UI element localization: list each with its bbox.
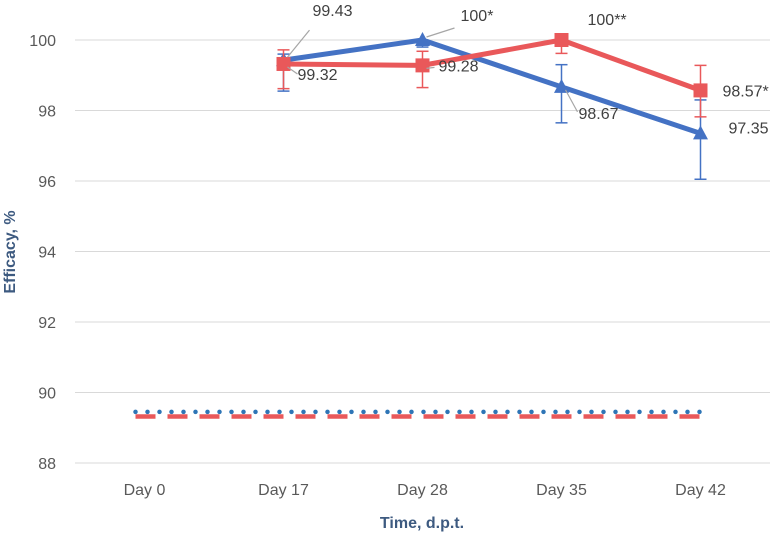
y-tick-label: 98 [38,104,56,121]
series-line-1 [283,37,702,93]
error-bar [555,63,568,124]
reference-lines [133,409,712,419]
data-labels: 99.43 100* 98.67 97.35 99.32 99.28 100** 98.57* [298,3,769,137]
label-leader-line [287,29,310,58]
label-leader-line [426,66,435,69]
data-label: 98.67 [579,106,619,123]
data-label: 100* [461,8,494,25]
y-axis-ticks: 88 90 92 94 96 98 100 [29,33,56,473]
x-tick-label: Day 28 [397,482,448,499]
x-tick-label: Day 42 [675,482,726,499]
data-label: 99.43 [313,3,353,20]
y-tick-label: 92 [38,315,56,332]
data-label: 100** [588,12,627,29]
data-label: 98.57* [723,83,769,100]
data-point-triangle [415,32,430,46]
data-point-triangle [693,125,708,140]
y-axis-title: Efficacy, % [2,210,19,293]
data-point-square [554,33,569,47]
x-tick-label: Day 0 [124,482,166,499]
y-tick-label: 88 [38,456,56,473]
series-line-0 [283,37,702,136]
data-point-square [415,58,430,73]
gridlines [75,39,770,464]
data-label: 97.35 [729,120,769,137]
y-tick-label: 96 [38,174,56,191]
data-series [276,32,708,180]
x-tick-label: Day 35 [536,482,587,499]
x-tick-label: Day 17 [258,482,309,499]
x-axis-ticks: Day 0 Day 17 Day 28 Day 35 Day 42 [124,482,726,499]
data-label: 99.28 [439,58,479,75]
label-leader-line [287,66,298,75]
y-tick-label: 90 [38,386,56,403]
label-leader-lines [287,27,579,113]
data-label: 99.32 [298,67,338,84]
y-tick-label: 94 [38,245,56,262]
label-leader-line [426,27,455,38]
x-axis-title: Time, d.p.t. [380,515,464,532]
label-leader-line [564,89,579,113]
data-point-square [693,83,708,98]
data-point-square [276,56,291,71]
data-point-triangle [554,78,569,93]
y-tick-label: 100 [29,33,56,50]
